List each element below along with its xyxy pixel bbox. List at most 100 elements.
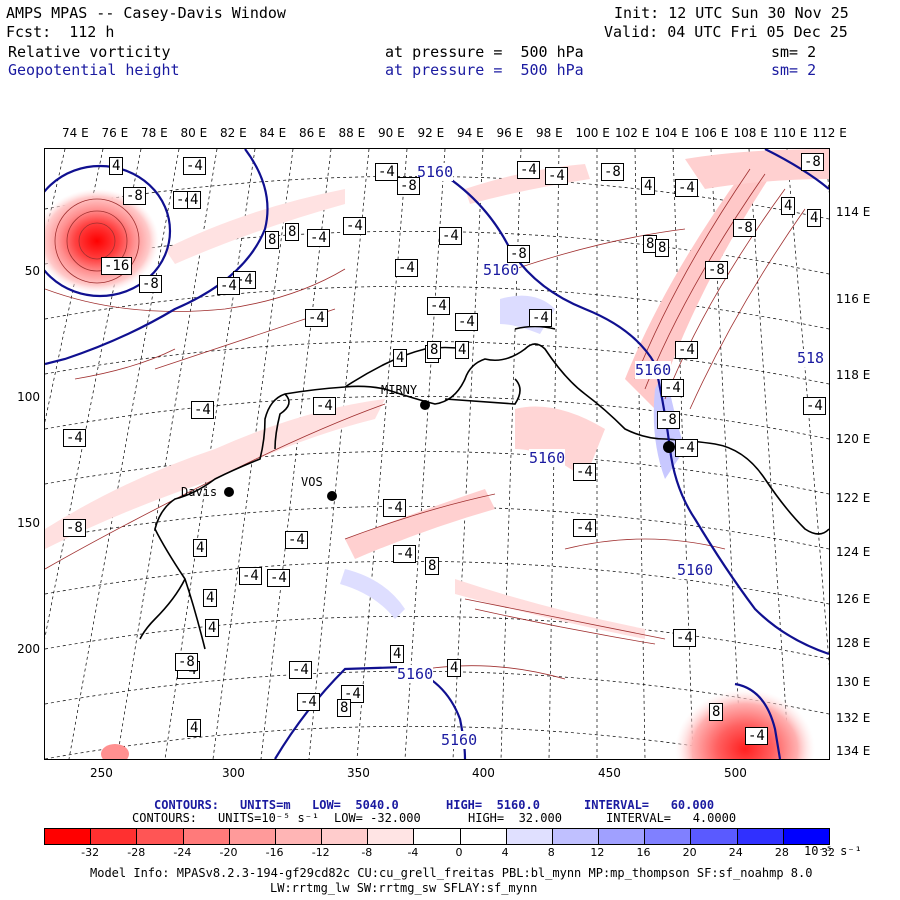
stations	[224, 400, 675, 501]
y-tick: 200	[17, 642, 40, 656]
colorbar-label: -24	[173, 846, 192, 859]
map-canvas	[45, 149, 829, 759]
vorticity-box-label: -4	[427, 297, 450, 315]
lon-label: 82 E	[220, 126, 247, 140]
height-units: UNITS=m	[240, 798, 291, 812]
vorticity-box-label: -4	[545, 167, 568, 185]
lon-label: 76 E	[101, 126, 129, 140]
vorticity-box-label: -4	[673, 629, 696, 647]
lon-label: 90 E	[378, 126, 405, 140]
vorticity-box-label: 4	[447, 659, 462, 677]
vorticity-box-label: -4	[803, 397, 826, 415]
colorbar	[44, 828, 830, 845]
vorticity-box-label: -4	[289, 661, 312, 679]
lon-label: 94 E	[457, 126, 484, 140]
vorticity-box-label: 4	[205, 619, 220, 637]
colorbar-swatch	[552, 829, 600, 844]
vorticity-box-label: -8	[397, 177, 420, 195]
lon-label: 96 E	[496, 126, 524, 140]
vorticity-box-label: -4	[375, 163, 398, 181]
field2-pressure: at pressure = 500 hPa	[385, 61, 584, 79]
lon-label: 86 E	[299, 126, 326, 140]
colorbar-swatch	[137, 829, 184, 844]
colorbar-swatch	[645, 829, 692, 844]
lon-label-right: 130 E	[836, 675, 871, 689]
vorticity-box-label: -4	[183, 157, 206, 175]
height-label: 5160	[635, 361, 672, 379]
lon-label: 92 E	[417, 126, 445, 140]
colorbar-swatch	[229, 829, 276, 844]
vorticity-box-label: -8	[175, 653, 198, 671]
height-label: 5160	[417, 163, 454, 181]
y-tick: 50	[24, 264, 40, 278]
vorticity-box-label: 4	[109, 157, 124, 175]
vorticity-box-label: -4	[297, 693, 320, 711]
field1-smoothing: sm= 2	[771, 43, 817, 61]
colorbar-label: 32	[821, 846, 835, 859]
vort-low: LOW= -32.000	[334, 811, 421, 825]
vorticity-box-label: -4	[239, 567, 262, 585]
vorticity-box-label: -8	[507, 245, 530, 263]
vorticity-box-label: 4	[455, 341, 470, 359]
vorticity-box-label: -8	[733, 219, 756, 237]
vorticity-box-label: -4	[313, 397, 336, 415]
vorticity-box-label: 4	[193, 539, 208, 557]
vorticity-box-label: -4	[307, 229, 330, 247]
height-low: LOW= 5040.0	[312, 798, 399, 812]
vorticity-box-label: -4	[233, 271, 256, 289]
vorticity-box-label: -8	[705, 261, 728, 279]
lon-label: 88 E	[338, 126, 366, 140]
x-tick: 350	[347, 766, 370, 780]
init-time: Init: 12 UTC Sun 30 Nov 25	[614, 4, 849, 22]
model-info-line1: Model Info: MPASv8.2.3-194-gf29cd82c CU:…	[90, 866, 813, 880]
height-high: HIGH= 5160.0	[446, 798, 540, 812]
vorticity-box-label: -4	[395, 259, 418, 277]
colorbar-label: -4	[407, 846, 419, 859]
colorbar-swatch	[737, 829, 784, 844]
colorbar-unit: 10⁻⁵ s⁻¹	[804, 844, 862, 858]
lon-label-right: 132 E	[836, 711, 871, 725]
vorticity-box-label: 8	[285, 223, 300, 241]
lon-label: 104 E	[654, 126, 689, 140]
vorticity-box-label: -4	[285, 531, 308, 549]
x-tick: 400	[472, 766, 495, 780]
vorticity-box-label: 8	[337, 699, 352, 717]
x-tick: 500	[724, 766, 747, 780]
colorbar-label: 8	[547, 846, 555, 859]
colorbar-swatch	[275, 829, 323, 844]
lon-label-right: 134 E	[836, 744, 871, 758]
vort-interval: INTERVAL= 4.0000	[606, 811, 737, 825]
colorbar-swatch	[45, 829, 92, 844]
colorbar-label: -32	[81, 846, 100, 859]
colorbar-swatch	[368, 829, 415, 844]
field2-name: Geopotential height	[8, 61, 180, 79]
lon-label-right: 118 E	[836, 368, 871, 382]
vorticity-box-label: -8	[139, 275, 162, 293]
height-interval: INTERVAL= 60.000	[584, 798, 715, 812]
lon-label: 98 E	[536, 126, 563, 140]
lon-label-right: 122 E	[836, 491, 871, 505]
lon-label-right: 114 E	[836, 205, 871, 219]
field2-smoothing: sm= 2	[771, 61, 817, 79]
colorbar-swatch	[414, 829, 461, 844]
vorticity-box-label: -4	[191, 401, 214, 419]
place-davis: Davis	[181, 485, 218, 499]
vorticity-box-label: -4	[675, 179, 698, 197]
place-mirny: MIRNY	[381, 383, 418, 397]
colorbar-label: 16	[636, 846, 651, 859]
lon-label-right: 126 E	[836, 592, 871, 606]
vorticity-box-label: 8	[427, 341, 442, 359]
y-tick: 100	[17, 390, 40, 404]
map-panel: Davis MIRNY VOS 5160 5160 5160 5160 5160 5160…	[44, 148, 830, 760]
vorticity-box-label: -4	[745, 727, 768, 745]
lon-label: 108 E	[733, 126, 768, 140]
colorbar-swatch	[91, 829, 138, 844]
y-tick: 150	[17, 516, 40, 530]
colorbar-label: 20	[682, 846, 697, 859]
x-tick: 250	[90, 766, 113, 780]
vorticity-box-label: -4	[573, 519, 596, 537]
vorticity-box-label: 8	[655, 239, 670, 257]
vorticity-box-label: -4	[675, 439, 698, 457]
vort-contours-label: CONTOURS:	[132, 811, 198, 825]
lon-label: 80 E	[180, 126, 208, 140]
